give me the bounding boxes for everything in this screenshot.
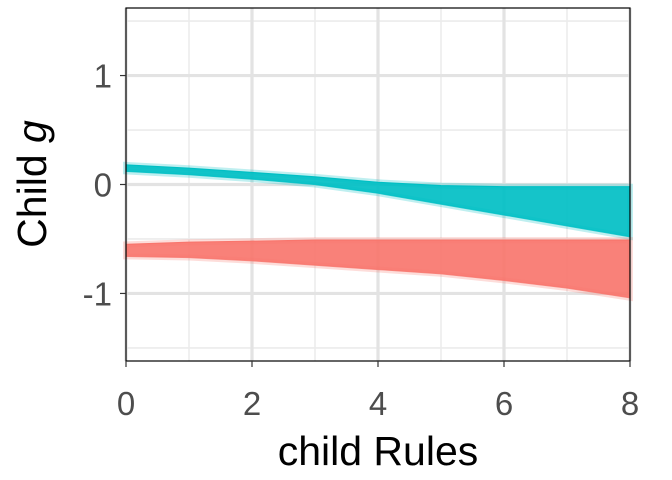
x-tick-label: 2 <box>243 385 261 422</box>
x-ticks: 0 2 4 6 8 <box>117 361 639 422</box>
y-tick-label: -1 <box>83 275 112 312</box>
x-axis-title: child Rules <box>278 428 479 474</box>
x-tick-label: 4 <box>369 385 387 422</box>
series-band-lower-edge <box>125 170 631 238</box>
series-band-upper-edge <box>125 164 630 188</box>
y-ticks: -1 0 1 <box>83 58 126 312</box>
series-band-lower-edge <box>125 255 631 299</box>
series-band-fill <box>126 164 630 237</box>
x-tick-label: 6 <box>495 385 513 422</box>
x-tick-label: 8 <box>621 385 639 422</box>
x-tick-label: 0 <box>117 385 135 422</box>
y-tick-label: 1 <box>94 58 112 95</box>
series-band-upper-edge <box>125 239 630 245</box>
y-axis-title-var: g <box>9 120 55 143</box>
y-tick-label: 0 <box>94 167 112 204</box>
y-axis-title-text: Child <box>9 143 55 248</box>
y-axis-title: Child g <box>9 120 55 248</box>
